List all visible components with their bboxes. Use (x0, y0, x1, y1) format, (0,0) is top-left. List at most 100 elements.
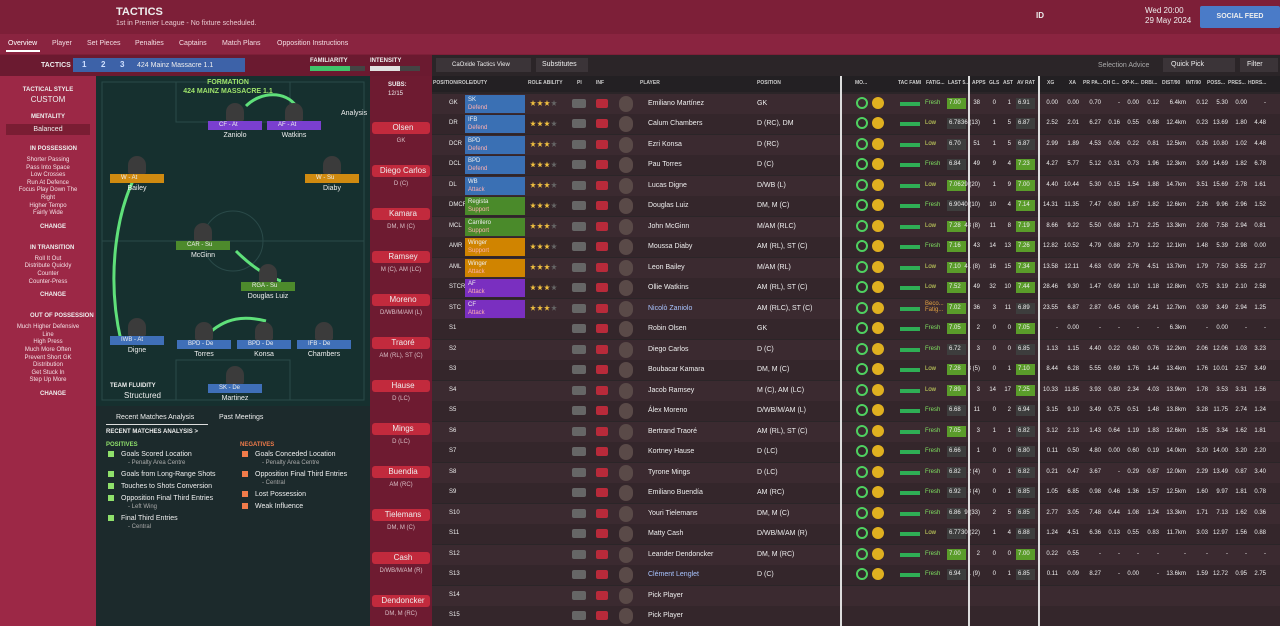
analysis-button[interactable]: Analysis (341, 110, 368, 117)
nav-tab[interactable]: Penalties (135, 40, 164, 47)
player-name[interactable]: Bertrand Traoré (648, 427, 698, 435)
player-name[interactable]: Leon Bailey (648, 263, 685, 271)
stat: 0.73 (1127, 161, 1139, 168)
player-name[interactable]: Nicolò Zaniolo (648, 304, 693, 312)
star (551, 284, 557, 291)
av-rat-box (1016, 364, 1035, 376)
sub-name[interactable]: Buendia (388, 467, 418, 476)
assists: 5 (1007, 140, 1011, 147)
stat: 6.78 (1254, 161, 1266, 168)
substitutes-button[interactable]: Substitutes (542, 61, 577, 68)
analysis-tab[interactable]: Past Meetings (219, 414, 264, 421)
sub-pill (372, 165, 430, 177)
sub-pill (372, 380, 430, 392)
nav-tab[interactable]: Captains (179, 40, 207, 47)
id-button[interactable]: ID (1036, 11, 1044, 20)
player-name[interactable]: Ezri Konsa (648, 140, 682, 148)
player-name[interactable]: Kortney Hause (648, 448, 695, 456)
sub-name[interactable]: Hause (391, 381, 415, 390)
nav-tab[interactable]: Opposition Instructions (277, 40, 349, 47)
player-name[interactable]: Douglas Luiz (648, 202, 689, 210)
position: D (C) (757, 345, 774, 353)
sub-name[interactable]: Olsen (392, 123, 414, 132)
quick-pick[interactable]: Quick Pick (1171, 61, 1205, 68)
filter[interactable]: Filter (1247, 61, 1263, 68)
stat: 14.31 (1042, 202, 1058, 209)
player-name[interactable]: Boubacar Kamara (648, 366, 705, 374)
sub-name[interactable]: Traoré (391, 338, 415, 347)
inf-icon (596, 180, 608, 190)
col-divider (968, 76, 970, 626)
sub-name[interactable]: Mings (392, 424, 414, 433)
fatigue: Low (925, 366, 937, 373)
sub-name[interactable]: Dendoncker (381, 596, 425, 605)
player-name[interactable]: Álex Moreno (648, 407, 688, 415)
player-name[interactable]: Pick Player (648, 591, 684, 599)
subtitle: 1st in Premier League - No fixture sched… (116, 20, 257, 27)
player-name[interactable]: John McGinn (648, 222, 690, 230)
stat: 2.78 (1235, 181, 1247, 188)
section-title: IN TRANSITION (30, 244, 75, 251)
tactic-slot[interactable]: 1 (82, 60, 87, 69)
player-name[interactable]: Diego Carlos (648, 345, 689, 353)
view-select[interactable]: CaOxide Tactics View (452, 62, 510, 68)
player-name[interactable]: Tyrone Mings (648, 468, 691, 476)
analysis-detail: - Left Wing (128, 504, 158, 510)
player-name[interactable]: Lucas Digne (648, 181, 687, 189)
player-name[interactable]: Jacob Ramsey (648, 386, 695, 394)
stat: 1.78 (1196, 386, 1208, 393)
player-name[interactable]: Emiliano Martínez (648, 100, 705, 107)
player-name[interactable]: Leander Dendoncker (648, 550, 714, 558)
social-feed-button[interactable] (1200, 6, 1280, 28)
player-name[interactable]: Clément Lenglet (648, 571, 699, 579)
player-name[interactable]: Calum Chambers (648, 120, 703, 128)
stat: 3.03 (1196, 530, 1208, 537)
sub-name[interactable]: Ramsey (388, 252, 418, 261)
stat: 12.4km (1166, 120, 1186, 127)
nav-tab[interactable]: Match Plans (222, 40, 261, 47)
stat: 7.50 (1216, 263, 1228, 270)
last5: 6.78 (949, 120, 961, 127)
goals: 1 (992, 427, 996, 434)
stat: 1.43 (1089, 427, 1101, 434)
fatigue: Fresh (925, 325, 941, 332)
player-name[interactable]: Robin Olsen (648, 325, 687, 333)
column-header: APPS (972, 80, 986, 86)
nav-tab[interactable]: Set Pieces (87, 40, 121, 47)
tac-fami-bar (900, 450, 920, 455)
change-button[interactable]: CHANGE (40, 223, 67, 230)
morale-icon (856, 178, 868, 191)
player-name[interactable]: Pick Player (648, 612, 684, 619)
analysis-icon (242, 503, 248, 509)
sub-name[interactable]: Moreno (389, 295, 417, 304)
sub-name[interactable]: Diego Carlos (379, 166, 427, 175)
player-name[interactable]: Emiliano Buendía (648, 489, 703, 497)
form-icon (872, 465, 884, 478)
tactic-slot[interactable]: 2 (101, 60, 106, 69)
last5: 6.82 (949, 468, 961, 475)
inf-icon (596, 549, 608, 559)
player-name[interactable]: Ollie Watkins (648, 284, 689, 292)
nav-tab[interactable]: Player (52, 40, 72, 47)
stat: - (1118, 468, 1120, 475)
social-feed[interactable]: SOCIAL FEED (1216, 13, 1264, 20)
fatigue: Low (925, 140, 937, 147)
change-button[interactable]: CHANGE (40, 391, 67, 397)
player-name[interactable]: Youri Tielemans (648, 509, 698, 517)
slot-code: DCR (449, 140, 462, 147)
nav-tab[interactable]: Overview (8, 40, 38, 47)
sub-name[interactable]: Kamara (388, 209, 418, 218)
selection-advice[interactable]: Selection Advice (1098, 62, 1150, 69)
stat: 13.69 (1212, 120, 1228, 127)
player-name[interactable]: Moussa Diaby (648, 243, 693, 251)
stat: 0.99 (1108, 263, 1120, 270)
player-name[interactable]: Pau Torres (648, 161, 682, 169)
stat: 4.80 (1089, 448, 1101, 455)
stat: 13.4km (1166, 366, 1186, 373)
analysis-tab[interactable]: Recent Matches Analysis (116, 414, 195, 421)
sub-name[interactable]: Cash (393, 553, 413, 562)
change-button[interactable]: CHANGE (40, 292, 67, 299)
tactic-slot[interactable]: 3 (120, 60, 125, 69)
player-name[interactable]: Matty Cash (648, 530, 684, 538)
sub-name[interactable]: Tielemans (384, 510, 422, 519)
